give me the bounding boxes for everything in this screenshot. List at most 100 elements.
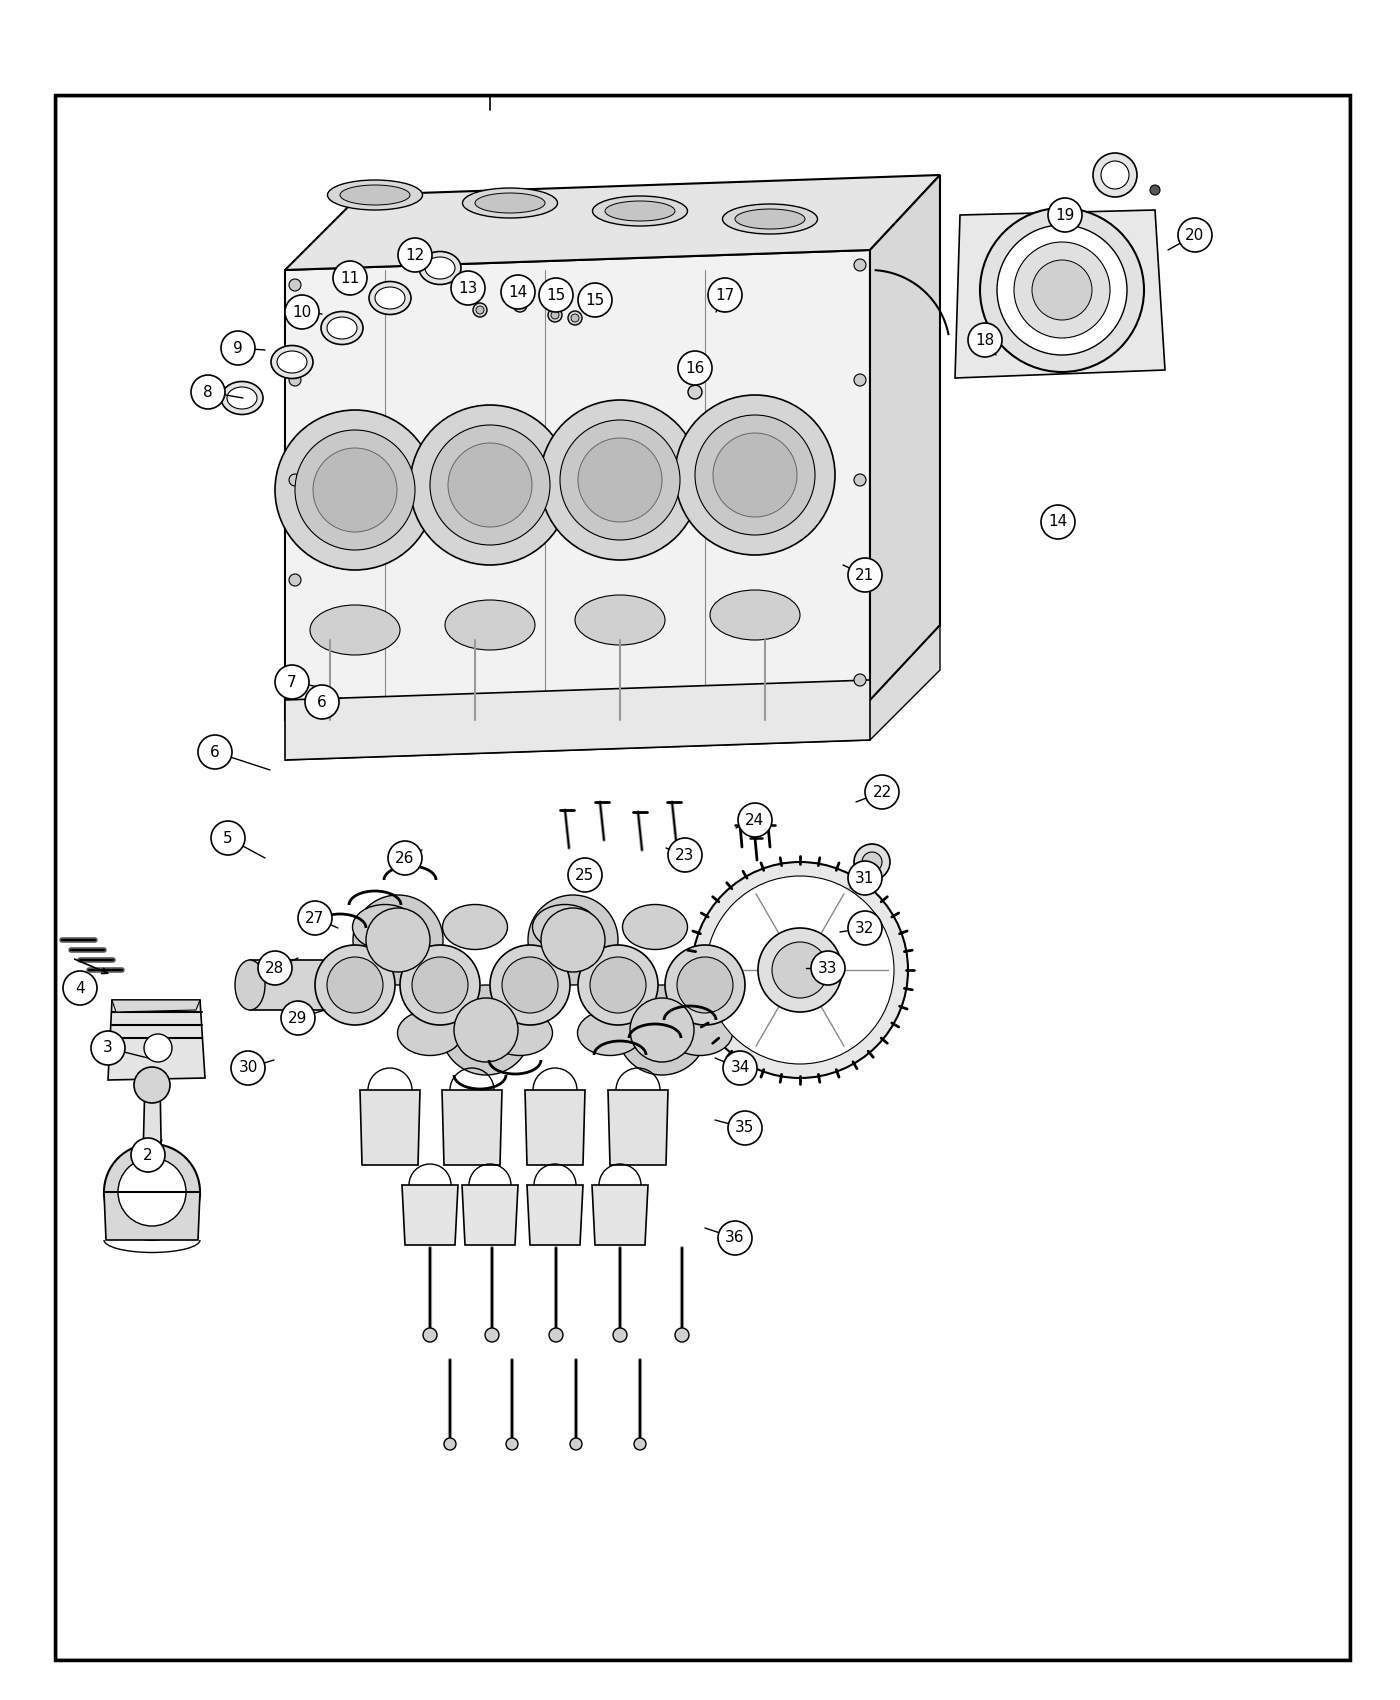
Polygon shape <box>251 960 340 1010</box>
Circle shape <box>854 374 867 386</box>
Circle shape <box>568 311 582 325</box>
Circle shape <box>678 350 713 384</box>
Circle shape <box>560 420 680 541</box>
Circle shape <box>448 444 532 527</box>
Circle shape <box>675 394 834 554</box>
Circle shape <box>484 1328 498 1341</box>
Circle shape <box>104 1144 200 1239</box>
Circle shape <box>281 1001 315 1035</box>
Ellipse shape <box>370 282 412 314</box>
Ellipse shape <box>476 12 504 71</box>
Circle shape <box>617 984 707 1074</box>
Circle shape <box>412 957 468 1013</box>
Polygon shape <box>526 1185 582 1244</box>
Text: 7: 7 <box>287 675 297 690</box>
Circle shape <box>718 1221 752 1255</box>
Polygon shape <box>462 1185 518 1244</box>
Text: 13: 13 <box>458 280 477 296</box>
Circle shape <box>505 1438 518 1450</box>
Circle shape <box>286 296 319 330</box>
Polygon shape <box>442 1090 503 1164</box>
Circle shape <box>132 1137 165 1171</box>
Circle shape <box>713 434 797 517</box>
Text: 8: 8 <box>203 384 213 399</box>
Circle shape <box>578 439 662 522</box>
Polygon shape <box>869 175 939 700</box>
Circle shape <box>118 1158 186 1226</box>
Text: 21: 21 <box>855 568 875 583</box>
Circle shape <box>757 928 841 1011</box>
Polygon shape <box>592 1185 648 1244</box>
Circle shape <box>295 430 414 551</box>
Text: 9: 9 <box>234 340 242 355</box>
Ellipse shape <box>577 1010 643 1056</box>
Circle shape <box>980 207 1144 372</box>
Circle shape <box>314 449 398 532</box>
Text: 30: 30 <box>238 1061 258 1076</box>
Text: 6: 6 <box>210 745 220 760</box>
Text: 11: 11 <box>340 270 360 286</box>
Bar <box>0 1659 1400 1700</box>
Circle shape <box>771 942 827 998</box>
Circle shape <box>578 945 658 1025</box>
Circle shape <box>854 843 890 881</box>
Circle shape <box>221 332 255 366</box>
Circle shape <box>473 303 487 316</box>
Text: 29: 29 <box>288 1010 308 1025</box>
Circle shape <box>1014 241 1110 338</box>
Polygon shape <box>525 1090 585 1164</box>
Text: 2: 2 <box>143 1148 153 1163</box>
Text: 34: 34 <box>731 1061 749 1076</box>
Circle shape <box>722 1051 757 1085</box>
Circle shape <box>578 282 612 316</box>
Circle shape <box>967 323 1002 357</box>
Circle shape <box>571 314 580 321</box>
Bar <box>0 0 1400 95</box>
Ellipse shape <box>398 1010 462 1056</box>
Bar <box>0 0 55 1700</box>
Ellipse shape <box>462 189 557 218</box>
Text: 32: 32 <box>855 920 875 935</box>
Text: 12: 12 <box>406 248 424 262</box>
Polygon shape <box>608 1090 668 1164</box>
Circle shape <box>410 405 570 564</box>
Circle shape <box>589 957 645 1013</box>
Circle shape <box>848 911 882 945</box>
Circle shape <box>678 957 734 1013</box>
Circle shape <box>1049 197 1082 231</box>
Ellipse shape <box>445 600 535 649</box>
Ellipse shape <box>419 252 461 284</box>
Ellipse shape <box>592 196 687 226</box>
Text: 23: 23 <box>675 848 694 862</box>
Text: 24: 24 <box>745 813 764 828</box>
Circle shape <box>501 275 535 309</box>
Circle shape <box>197 734 232 768</box>
Text: 5: 5 <box>223 831 232 845</box>
Circle shape <box>528 894 617 984</box>
Ellipse shape <box>722 204 818 235</box>
Circle shape <box>63 971 97 1005</box>
Polygon shape <box>286 626 939 760</box>
Ellipse shape <box>340 185 410 206</box>
Circle shape <box>274 665 309 699</box>
Circle shape <box>451 270 484 304</box>
Circle shape <box>400 945 480 1025</box>
Circle shape <box>444 1438 456 1450</box>
Circle shape <box>692 862 909 1078</box>
Text: 1: 1 <box>484 32 496 51</box>
Circle shape <box>231 1051 265 1085</box>
Circle shape <box>288 279 301 291</box>
Bar <box>1350 0 1400 1700</box>
Circle shape <box>854 673 867 687</box>
Circle shape <box>1149 185 1161 196</box>
Text: 20: 20 <box>1186 228 1204 243</box>
Polygon shape <box>402 1185 458 1244</box>
Circle shape <box>288 474 301 486</box>
Ellipse shape <box>353 904 417 950</box>
Text: 16: 16 <box>686 360 704 376</box>
Circle shape <box>630 998 694 1062</box>
Circle shape <box>708 279 742 313</box>
Circle shape <box>568 858 602 892</box>
Circle shape <box>1032 260 1092 320</box>
Ellipse shape <box>487 1010 553 1056</box>
